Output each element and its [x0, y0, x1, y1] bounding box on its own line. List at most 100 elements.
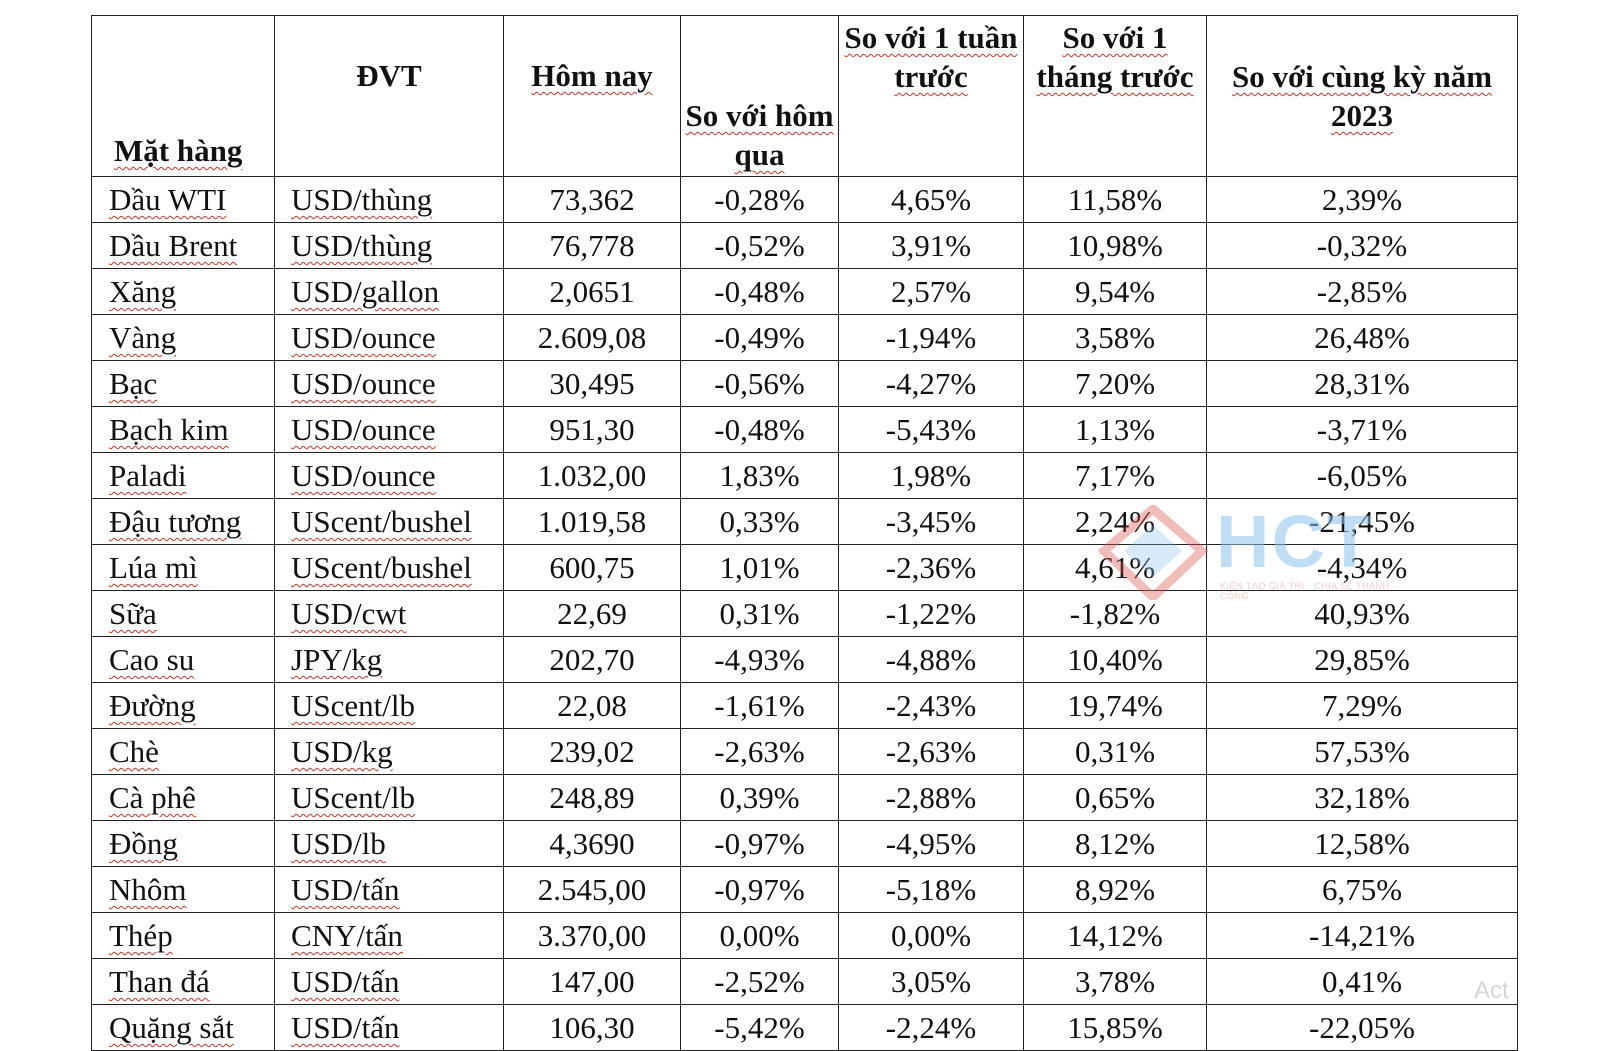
cell-vs-2023-text: -0,32% — [1316, 228, 1408, 263]
cell-vs-yesterday: 1,01% — [680, 544, 839, 591]
header-vs-2023: So với cùng kỳ năm 2023 — [1206, 15, 1518, 177]
table-row: Lúa mì UScent/bushel 600,75 1,01% -2,36% 4,61… — [91, 544, 1518, 591]
cell-today: 73,362 — [503, 176, 681, 223]
cell-vs-week-text: -2,24% — [885, 1010, 977, 1045]
table-row: Cao su JPY/kg 202,70 -4,93% -4,88% 10,40% 29,8… — [91, 636, 1518, 683]
cell-vs-week-text: 1,98% — [890, 458, 972, 493]
table-row: Bạc USD/ounce 30,495 -0,56% -4,27% 7,20% 28,31… — [91, 360, 1518, 407]
cell-today-text: 4,3690 — [549, 826, 635, 861]
cell-vs-week: -5,43% — [838, 406, 1024, 453]
cell-vs-yesterday-text: -2,52% — [714, 964, 805, 999]
cell-vs-2023-text: 26,48% — [1314, 320, 1410, 355]
cell-vs-month: 10,40% — [1023, 636, 1207, 683]
cell-vs-month: 0,31% — [1023, 728, 1207, 775]
cell-vs-week-text: -4,27% — [885, 366, 977, 401]
cell-vs-2023: 32,18% — [1206, 774, 1518, 821]
cell-unit-text: USD/ounce — [291, 320, 436, 355]
table-row: Paladi USD/ounce 1.032,00 1,83% 1,98% 7,17% -6… — [91, 452, 1518, 499]
cell-vs-week-text: -1,22% — [885, 596, 977, 631]
cell-vs-week-text: -5,43% — [885, 412, 977, 447]
cell-unit: USD/ounce — [274, 360, 504, 407]
cell-unit: JPY/kg — [274, 636, 504, 683]
cell-vs-2023-text: 28,31% — [1314, 366, 1410, 401]
table-row: Sữa USD/cwt 22,69 0,31% -1,22% -1,82% 40,93% — [91, 590, 1518, 637]
cell-vs-week-text: -4,95% — [885, 826, 977, 861]
cell-vs-2023: -0,32% — [1206, 222, 1518, 269]
header-vs-month: So với 1 tháng trước — [1023, 15, 1207, 177]
cell-vs-month-text: 2,24% — [1074, 504, 1156, 539]
cell-vs-2023: -3,71% — [1206, 406, 1518, 453]
cell-vs-yesterday: -0,97% — [680, 820, 839, 867]
cell-vs-2023: 2,39% — [1206, 176, 1518, 223]
cell-vs-yesterday-text: -0,48% — [714, 412, 805, 447]
cell-item: Vàng — [91, 314, 275, 361]
cell-vs-month-text: 10,98% — [1067, 228, 1163, 263]
table-body: Dầu WTI USD/thùng 73,362 -0,28% 4,65% 11,58% 2… — [91, 176, 1518, 1051]
cell-vs-2023-text: 57,53% — [1314, 734, 1410, 769]
cell-vs-month: 8,12% — [1023, 820, 1207, 867]
cell-item: Dầu Brent — [91, 222, 275, 269]
cell-vs-yesterday: 0,31% — [680, 590, 839, 637]
cell-item-text: Quặng sắt — [109, 1010, 234, 1045]
cell-vs-2023: 28,31% — [1206, 360, 1518, 407]
table-row: Thép CNY/tấn 3.370,00 0,00% 0,00% 14,12% -14,2… — [91, 912, 1518, 959]
cell-item-text: Vàng — [109, 320, 177, 355]
cell-vs-month: 9,54% — [1023, 268, 1207, 315]
table-row: Xăng USD/gallon 2,0651 -0,48% 2,57% 9,54% -2,8… — [91, 268, 1518, 315]
cell-vs-week: 2,57% — [838, 268, 1024, 315]
cell-today: 76,778 — [503, 222, 681, 269]
cell-today: 22,69 — [503, 590, 681, 637]
cell-today-text: 1.019,58 — [537, 504, 647, 539]
cell-vs-week: -2,88% — [838, 774, 1024, 821]
cell-vs-week-text: -2,63% — [885, 734, 977, 769]
cell-vs-2023-text: 0,41% — [1321, 964, 1403, 999]
cell-vs-yesterday-text: 0,33% — [719, 504, 800, 539]
cell-unit: UScent/bushel — [274, 498, 504, 545]
cell-vs-week: -3,45% — [838, 498, 1024, 545]
cell-vs-2023-text: 6,75% — [1321, 872, 1403, 907]
cell-vs-yesterday: 1,83% — [680, 452, 839, 499]
cell-vs-2023: 12,58% — [1206, 820, 1518, 867]
cell-unit: USD/thùng — [274, 222, 504, 269]
cell-today-text: 2.545,00 — [537, 872, 647, 907]
cell-vs-2023-text: -3,71% — [1316, 412, 1408, 447]
activation-watermark-text: Act — [1474, 977, 1509, 1004]
cell-vs-2023: -21,45% — [1206, 498, 1518, 545]
cell-vs-week-text: 3,05% — [890, 964, 972, 999]
cell-vs-yesterday: -0,52% — [680, 222, 839, 269]
cell-today-text: 106,30 — [549, 1010, 635, 1045]
cell-vs-yesterday-text: -0,48% — [714, 274, 805, 309]
cell-vs-month: -1,82% — [1023, 590, 1207, 637]
cell-item: Đồng — [91, 820, 275, 867]
cell-today: 600,75 — [503, 544, 681, 591]
cell-vs-month: 4,61% — [1023, 544, 1207, 591]
cell-unit: UScent/lb — [274, 774, 504, 821]
cell-unit-text: USD/cwt — [291, 596, 407, 631]
cell-unit-text: USD/lb — [291, 826, 386, 861]
cell-vs-month-text: 7,20% — [1074, 366, 1156, 401]
cell-vs-week-text: -2,43% — [885, 688, 977, 723]
cell-today: 2.545,00 — [503, 866, 681, 913]
cell-vs-2023: 6,75% — [1206, 866, 1518, 913]
cell-item: Thép — [91, 912, 275, 959]
cell-unit-text: UScent/bushel — [291, 504, 472, 539]
cell-item: Dầu WTI — [91, 176, 275, 223]
cell-vs-2023-text: 40,93% — [1314, 596, 1410, 631]
cell-today: 1.032,00 — [503, 452, 681, 499]
cell-vs-yesterday: -0,48% — [680, 406, 839, 453]
cell-vs-week: -2,24% — [838, 1004, 1024, 1051]
cell-item: Nhôm — [91, 866, 275, 913]
cell-vs-month-text: 3,58% — [1074, 320, 1156, 355]
cell-item-text: Sữa — [109, 596, 157, 631]
cell-unit: USD/kg — [274, 728, 504, 775]
cell-vs-month-text: -1,82% — [1069, 596, 1161, 631]
cell-vs-month: 8,92% — [1023, 866, 1207, 913]
cell-vs-week-text: -2,36% — [885, 550, 977, 585]
cell-unit: USD/cwt — [274, 590, 504, 637]
cell-today: 202,70 — [503, 636, 681, 683]
cell-vs-yesterday-text: -0,56% — [714, 366, 805, 401]
cell-vs-week: 4,65% — [838, 176, 1024, 223]
cell-vs-yesterday: -1,61% — [680, 682, 839, 729]
cell-vs-week: -2,43% — [838, 682, 1024, 729]
commodity-price-table: Mặt hàng ĐVT Hôm nay So với hôm qua So v… — [91, 15, 1518, 1051]
